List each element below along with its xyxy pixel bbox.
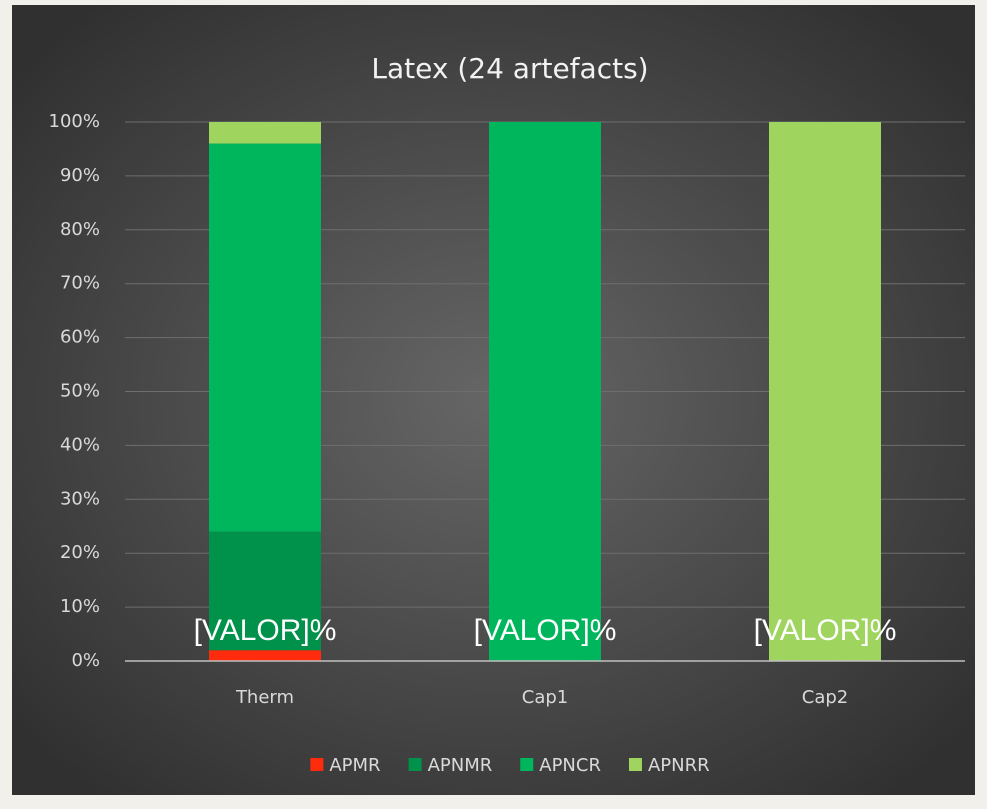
y-tick-label: 40% [60,434,100,455]
y-tick-label: 20% [60,542,100,563]
bar-segment [489,122,601,661]
y-tick-label: 50% [60,381,100,402]
y-tick-label: 10% [60,596,100,617]
bar-segment [209,531,321,651]
y-tick-label: 0% [71,650,100,671]
x-tick-label: Therm [235,687,294,708]
data-label: [VALOR]% [474,614,617,647]
y-tick-label: 100% [49,111,100,132]
legend-label: APMR [329,755,380,776]
x-tick-label: Cap1 [522,687,568,708]
y-tick-label: 90% [60,165,100,186]
legend-swatch [520,758,534,771]
legend-label: APNRR [648,755,710,776]
bar-segment [769,122,881,661]
y-tick-label: 70% [60,273,100,294]
bar-segment [209,650,321,661]
y-tick-label: 30% [60,488,100,509]
data-label: [VALOR]% [194,614,337,647]
x-tick-label: Cap2 [802,687,848,708]
chart-title: Latex (24 artefacts) [371,52,648,85]
y-tick-label: 80% [60,219,100,240]
y-tick-label: 60% [60,327,100,348]
legend-swatch [408,758,422,771]
data-label: [VALOR]% [754,614,897,647]
legend-label: APNMR [428,755,493,776]
legend-swatch [310,758,324,771]
legend-label: APNCR [539,755,601,776]
bar-segment [209,122,321,144]
bar-segment [209,143,321,532]
legend-swatch [628,758,642,771]
